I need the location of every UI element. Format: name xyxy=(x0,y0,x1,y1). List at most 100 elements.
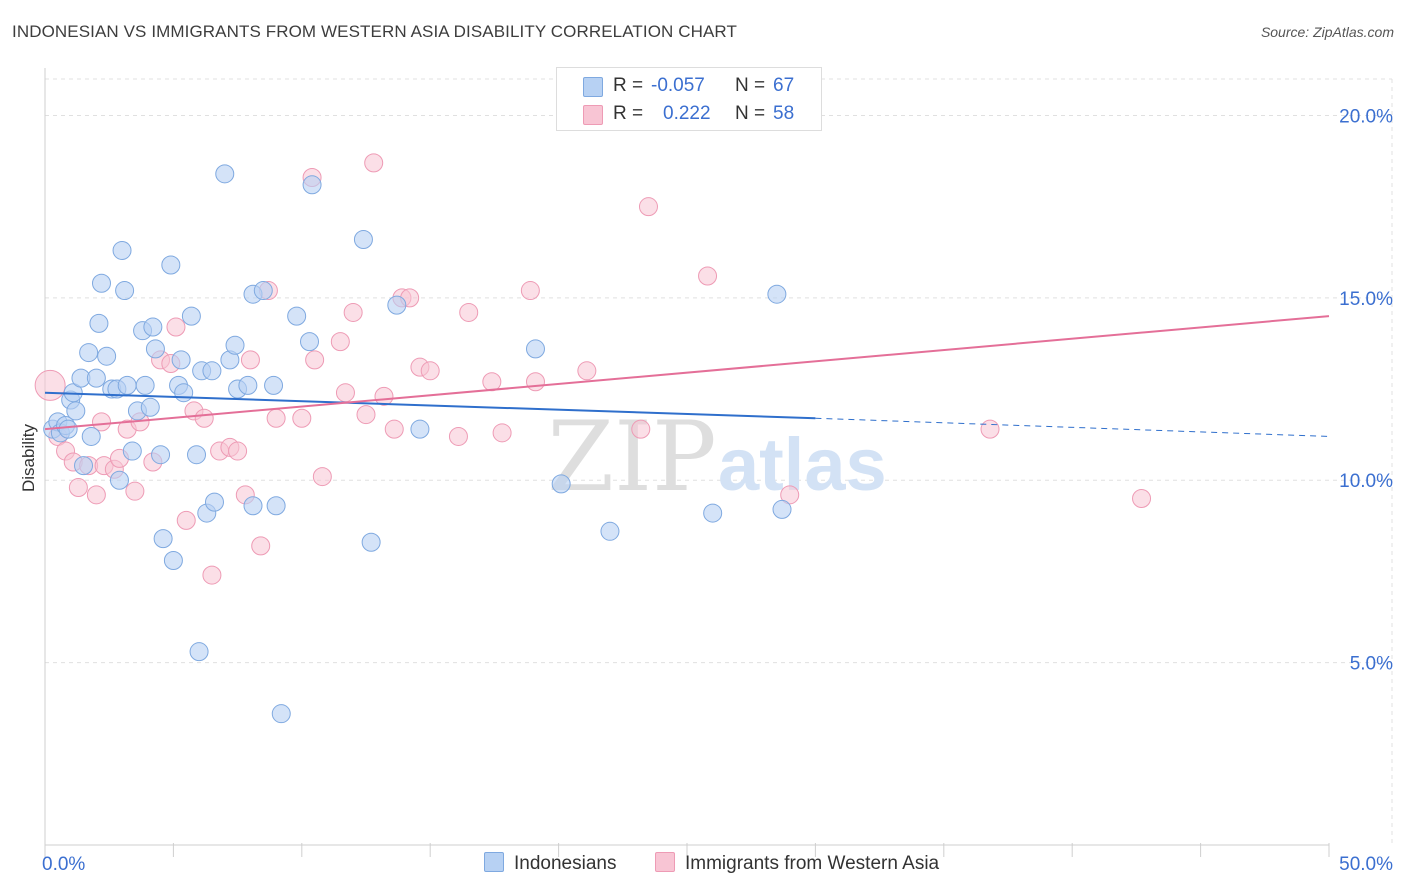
data-point-indonesians xyxy=(143,317,163,337)
legend-label-indonesians: Indonesians xyxy=(514,853,617,874)
data-point-indonesians xyxy=(74,456,94,476)
data-point-indonesians xyxy=(772,499,792,519)
y-tick-label: 20.0% xyxy=(1339,106,1393,127)
data-point-immigrants xyxy=(577,361,597,381)
legend-item-indonesians[interactable]: Indonesians xyxy=(484,852,616,875)
data-point-indonesians xyxy=(153,529,173,549)
legend-r-value: -0.057 xyxy=(651,75,705,96)
data-point-immigrants xyxy=(482,372,502,392)
data-point-indonesians xyxy=(181,306,201,326)
data-point-immigrants xyxy=(240,350,260,370)
data-point-indonesians xyxy=(202,361,222,381)
data-point-immigrants xyxy=(638,197,658,217)
data-point-indonesians xyxy=(243,496,263,516)
data-point-indonesians xyxy=(238,375,258,395)
legend-n-label: N = xyxy=(735,75,766,96)
data-point-indonesians xyxy=(161,255,181,275)
stats-legend: R = -0.057 N = 67 R = 0.222 N = 58 xyxy=(556,67,822,131)
data-point-indonesians xyxy=(117,375,137,395)
data-point-indonesians xyxy=(300,332,320,352)
data-point-indonesians xyxy=(189,642,209,662)
data-point-immigrants xyxy=(68,478,88,498)
watermark: ZIP atlas xyxy=(547,401,886,513)
trend-line-immigrants xyxy=(44,315,1330,431)
data-point-indonesians xyxy=(140,397,160,417)
data-point-immigrants xyxy=(228,441,248,461)
source-label: Source: ZipAtlas.com xyxy=(1260,24,1394,40)
legend-r-value: 0.222 xyxy=(663,103,711,124)
data-point-immigrants xyxy=(91,412,111,432)
data-point-indonesians xyxy=(109,470,129,490)
data-point-indonesians xyxy=(187,445,207,465)
data-point-immigrants xyxy=(34,369,66,401)
data-point-immigrants xyxy=(420,361,440,381)
legend-swatch-blue xyxy=(484,852,504,872)
data-point-indonesians xyxy=(271,704,291,724)
data-point-immigrants xyxy=(305,350,325,370)
data-point-immigrants xyxy=(125,481,145,501)
legend-n-label: N = xyxy=(735,103,766,124)
data-point-indonesians xyxy=(703,503,723,523)
legend-r-label: R = xyxy=(613,103,644,124)
legend-n-value: 67 xyxy=(773,75,795,96)
trend-line-indonesians-extension xyxy=(815,417,1330,437)
x-tick-label-max: 50.0% xyxy=(1339,854,1393,875)
data-point-indonesians xyxy=(410,419,430,439)
data-point-immigrants xyxy=(356,405,376,425)
data-point-immigrants xyxy=(292,408,312,428)
data-point-immigrants xyxy=(698,266,718,286)
data-point-immigrants xyxy=(86,485,106,505)
series-indonesians-points xyxy=(43,164,792,724)
data-point-indonesians xyxy=(112,240,132,260)
data-point-immigrants xyxy=(176,510,196,530)
data-point-indonesians xyxy=(204,492,224,512)
tick-labels: 5.0% 10.0% 15.0% 20.0% 0.0% 50.0% xyxy=(42,106,1393,875)
data-point-immigrants xyxy=(312,467,332,487)
data-point-indonesians xyxy=(171,350,191,370)
data-point-indonesians xyxy=(174,383,194,403)
data-point-indonesians xyxy=(225,335,245,355)
data-point-indonesians xyxy=(79,343,99,363)
data-point-immigrants xyxy=(1132,488,1152,508)
y-tick-label: 10.0% xyxy=(1339,471,1393,492)
data-point-indonesians xyxy=(215,164,235,184)
data-point-indonesians xyxy=(163,550,183,570)
trend-line-indonesians xyxy=(44,391,816,420)
legend-r-label: R = xyxy=(613,75,644,96)
legend-label-immigrants: Immigrants from Western Asia xyxy=(685,853,940,874)
y-tick-label: 5.0% xyxy=(1350,654,1393,675)
data-point-indonesians xyxy=(81,426,101,446)
watermark-zip: ZIP xyxy=(547,401,716,513)
y-axis-label: Disability xyxy=(19,423,38,492)
data-point-immigrants xyxy=(251,536,271,556)
data-point-immigrants xyxy=(631,419,651,439)
data-point-immigrants xyxy=(202,565,222,585)
chart-title: INDONESIAN VS IMMIGRANTS FROM WESTERN AS… xyxy=(12,22,737,41)
legend-item-immigrants[interactable]: Immigrants from Western Asia xyxy=(655,852,939,875)
data-point-indonesians xyxy=(135,375,155,395)
data-point-immigrants xyxy=(335,383,355,403)
data-point-indonesians xyxy=(89,313,109,333)
data-point-indonesians xyxy=(551,474,571,494)
data-point-immigrants xyxy=(780,485,800,505)
data-point-indonesians xyxy=(600,521,620,541)
data-point-indonesians xyxy=(122,441,142,461)
data-point-indonesians xyxy=(767,284,787,304)
data-point-indonesians xyxy=(145,339,165,359)
data-point-immigrants xyxy=(384,419,404,439)
data-point-immigrants xyxy=(492,423,512,443)
data-point-indonesians xyxy=(353,229,373,249)
data-point-indonesians xyxy=(66,401,86,421)
data-point-immigrants xyxy=(266,408,286,428)
data-point-immigrants xyxy=(374,386,394,406)
data-point-indonesians xyxy=(91,273,111,293)
data-point-immigrants xyxy=(343,302,363,322)
data-point-indonesians xyxy=(287,306,307,326)
data-point-indonesians xyxy=(151,445,171,465)
axes xyxy=(44,68,1330,857)
data-point-immigrants xyxy=(525,372,545,392)
data-point-immigrants xyxy=(980,419,1000,439)
trend-lines xyxy=(44,315,1330,437)
data-point-immigrants xyxy=(448,426,468,446)
data-point-indonesians xyxy=(264,375,284,395)
